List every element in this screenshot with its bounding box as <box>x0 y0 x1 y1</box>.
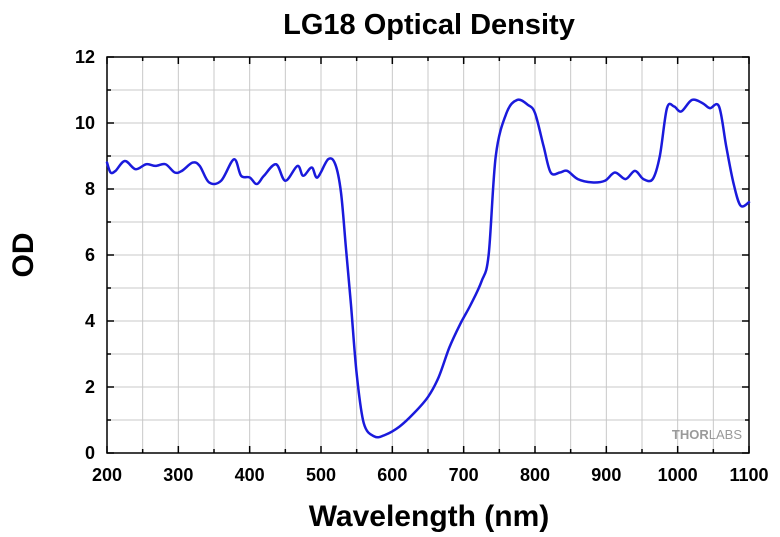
x-tick-label: 900 <box>591 465 621 485</box>
y-tick-label: 6 <box>85 245 95 265</box>
chart-title: LG18 Optical Density <box>283 9 575 41</box>
x-tick-label: 800 <box>520 465 550 485</box>
y-tick-label: 12 <box>75 47 95 67</box>
x-tick-label: 300 <box>163 465 193 485</box>
x-tick-label: 1100 <box>729 465 768 485</box>
watermark-part2: LABS <box>709 427 743 442</box>
x-tick-label: 500 <box>306 465 336 485</box>
y-tick-label: 8 <box>85 179 95 199</box>
y-tick-labels: 0 2 4 6 8 10 12 <box>75 47 95 463</box>
x-tick-label: 700 <box>449 465 479 485</box>
watermark-part1: THOR <box>672 427 709 442</box>
y-tick-label: 10 <box>75 113 95 133</box>
series-line <box>105 98 751 439</box>
x-axis-title: Wavelength (nm) <box>309 500 550 533</box>
series-lines <box>105 98 751 439</box>
x-tick-label: 1000 <box>658 465 698 485</box>
y-tick-label: 4 <box>85 311 95 331</box>
y-tick-label: 2 <box>85 377 95 397</box>
x-tick-label: 600 <box>377 465 407 485</box>
y-axis-title: OD <box>7 233 40 278</box>
x-tick-labels: 200 300 400 500 600 700 800 900 1000 1100 <box>92 465 769 485</box>
plot-frame <box>106 56 750 454</box>
x-tick-label: 400 <box>235 465 265 485</box>
y-tick-label: 0 <box>85 443 95 463</box>
thorlabs-watermark: THORLABS <box>672 427 742 442</box>
grid-lines <box>107 57 749 453</box>
x-tick-label: 200 <box>92 465 122 485</box>
